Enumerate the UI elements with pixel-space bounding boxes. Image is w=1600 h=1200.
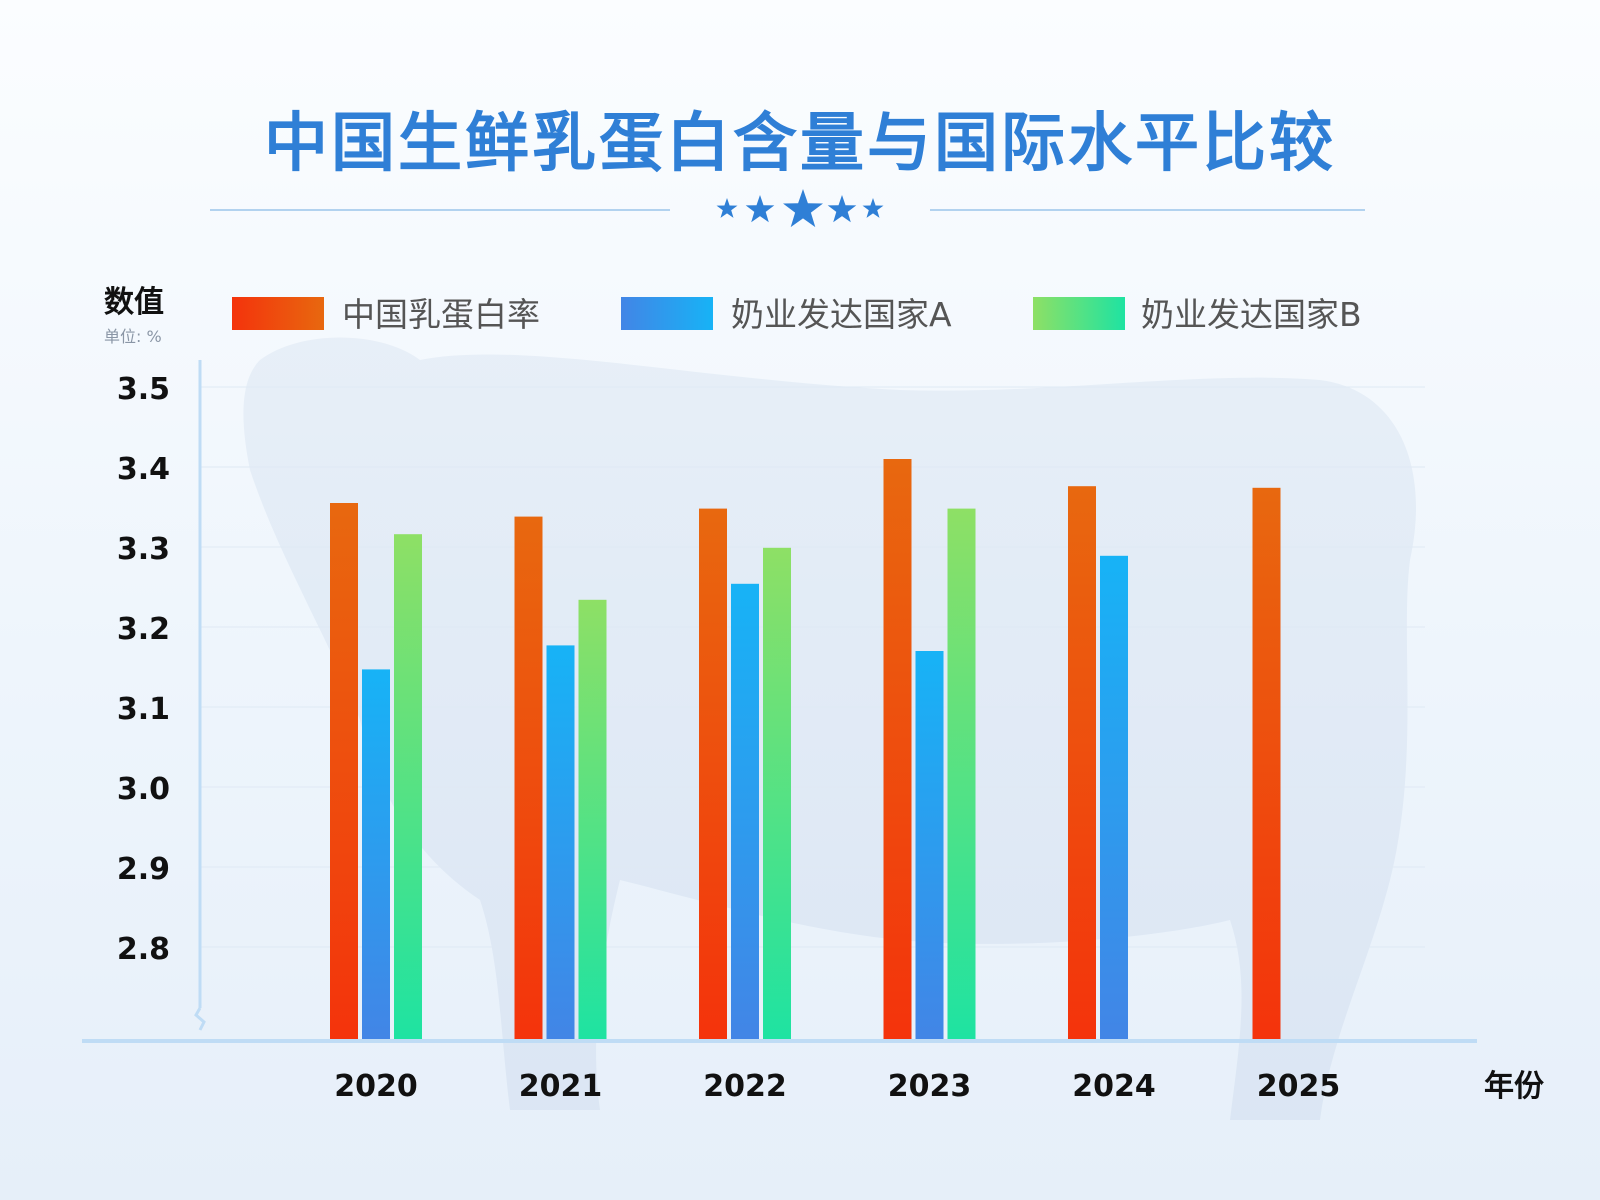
y-tick-label: 3.3 [117,532,170,567]
y-tick-labels: 3.5 3.4 3.3 3.2 3.1 3.0 2.9 2.8 [117,372,170,967]
bar-2-2020 [394,534,422,1040]
y-tick-label: 3.0 [117,772,170,807]
y-tick-label: 3.5 [117,372,170,407]
title-divider [210,189,1365,228]
bar-0-2021 [514,516,543,1040]
legend-label-2: 奶业发达国家B [1141,295,1362,334]
x-tick-label: 2025 [1257,1069,1341,1104]
x-tick-label: 2024 [1072,1069,1156,1104]
bar-2-2022 [763,547,791,1040]
star-icon [862,198,884,218]
x-tick-labels: 2020 2021 2022 2023 2024 2025 [334,1069,1340,1104]
star-icon [827,195,857,223]
bar-1-2020 [362,669,390,1040]
star-icon [716,198,738,218]
x-axis-label: 年份 [1484,1069,1544,1104]
legend: 中国乳蛋白率 奶业发达国家A 奶业发达国家B [232,295,1362,334]
bar-0-2020 [330,503,358,1040]
y-axis-unit: 单位: % [104,327,162,346]
legend-label-0: 中国乳蛋白率 [342,295,540,334]
x-tick-label: 2022 [703,1069,787,1104]
star-icon [745,195,775,223]
x-tick-label: 2023 [888,1069,972,1104]
axes [82,360,1477,1043]
y-tick-label: 2.8 [117,932,170,967]
legend-label-1: 奶业发达国家A [731,295,952,334]
y-tick-label: 3.4 [117,452,170,487]
star-icon [783,189,823,228]
bar-1-2021 [546,645,575,1040]
x-tick-label: 2020 [334,1069,418,1104]
bar-1-2023 [915,651,944,1040]
x-tick-label: 2021 [519,1069,603,1104]
bar-0-2025 [1252,487,1281,1040]
legend-swatch-1 [621,297,713,330]
bar-1-2022 [731,583,759,1040]
axis-break-icon [194,1007,206,1031]
bar-0-2023 [883,459,912,1040]
legend-swatch-0 [232,297,324,330]
y-tick-label: 3.2 [117,612,170,647]
y-tick-label: 2.9 [117,852,170,887]
chart-title: 中国生鲜乳蛋白含量与国际水平比较 [264,107,1336,181]
bar-2-2021 [578,599,607,1040]
bar-2-2023 [947,508,976,1041]
bar-1-2024 [1100,555,1128,1040]
y-tick-label: 3.1 [117,692,170,727]
y-axis-label: 数值 [104,285,164,320]
bar-0-2024 [1068,486,1096,1040]
legend-swatch-2 [1033,297,1125,330]
bars [330,459,1281,1041]
bar-0-2022 [699,508,727,1041]
